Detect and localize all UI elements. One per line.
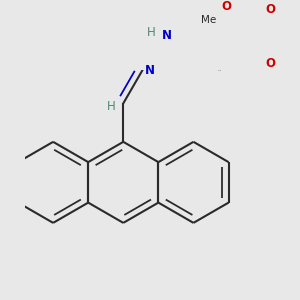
Text: O: O [221, 0, 231, 14]
Text: O: O [265, 3, 275, 16]
Text: H: H [147, 26, 156, 39]
Text: N: N [145, 64, 155, 76]
Text: Me: Me [202, 15, 217, 25]
Text: H: H [106, 100, 116, 113]
Text: N: N [162, 29, 172, 42]
Text: O: O [265, 57, 275, 70]
